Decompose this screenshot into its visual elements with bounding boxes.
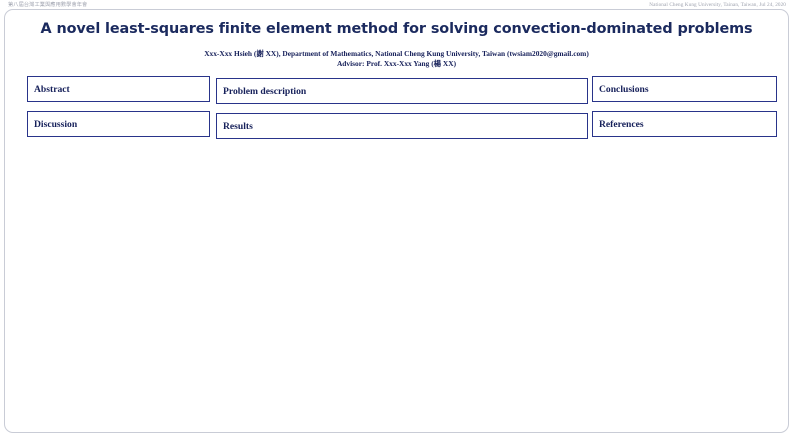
author-affiliation-line: Xxx-Xxx Hsieh (謝 XX), Department of Math… (204, 49, 589, 58)
section-label-abstract: Abstract (34, 83, 70, 95)
poster-frame: A novel least-squares finite element met… (4, 9, 789, 433)
section-label-references: References (599, 118, 644, 130)
section-box-references[interactable]: References (592, 111, 777, 137)
advisor-line: Advisor: Prof. Xxx-Xxx Yang (楊 XX) (336, 59, 457, 69)
column-right: Conclusions References (592, 76, 777, 137)
section-label-conclusions: Conclusions (599, 83, 649, 95)
running-header-left: 第八屆台灣工業與應用數學會年會 (8, 2, 88, 8)
section-label-discussion: Discussion (34, 118, 78, 130)
section-label-results: Results (223, 120, 253, 132)
poster-title: A novel least-squares finite element met… (40, 21, 753, 37)
section-label-problem-description: Problem description (223, 85, 307, 97)
section-box-abstract[interactable]: Abstract (27, 76, 210, 102)
section-columns: Abstract Discussion Problem description … (27, 76, 777, 156)
running-header-right: National Cheng Kung University, Tainan, … (649, 2, 786, 8)
section-box-results[interactable]: Results (216, 113, 588, 139)
section-box-conclusions[interactable]: Conclusions (592, 76, 777, 102)
section-box-discussion[interactable]: Discussion (27, 111, 210, 137)
column-middle: Problem description Results (216, 78, 588, 139)
column-left: Abstract Discussion (27, 76, 210, 137)
authors-block: Xxx-Xxx Hsieh (謝 XX), Department of Math… (5, 49, 788, 69)
title-block: A novel least-squares finite element met… (5, 20, 788, 38)
section-box-problem-description[interactable]: Problem description (216, 78, 588, 104)
